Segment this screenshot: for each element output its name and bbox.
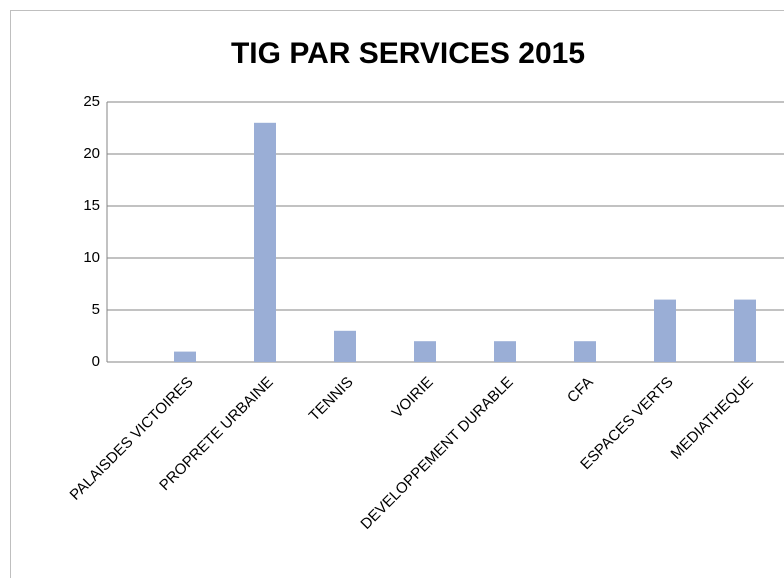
bar — [174, 351, 196, 362]
y-tick-label: 0 — [92, 353, 100, 370]
bar — [254, 122, 276, 362]
y-tick-label: 15 — [83, 197, 100, 214]
bar — [334, 330, 356, 362]
bar — [734, 299, 756, 362]
bar — [494, 341, 516, 362]
bar — [414, 341, 436, 362]
bar — [574, 341, 596, 362]
y-tick-label: 25 — [83, 93, 100, 110]
y-tick-label: 5 — [92, 301, 100, 318]
y-tick-label: 20 — [83, 145, 100, 162]
bar — [654, 299, 676, 362]
chart-frame — [10, 10, 784, 578]
y-tick-label: 10 — [83, 249, 100, 266]
chart-title: TIG PAR SERVICES 2015 — [231, 37, 585, 70]
